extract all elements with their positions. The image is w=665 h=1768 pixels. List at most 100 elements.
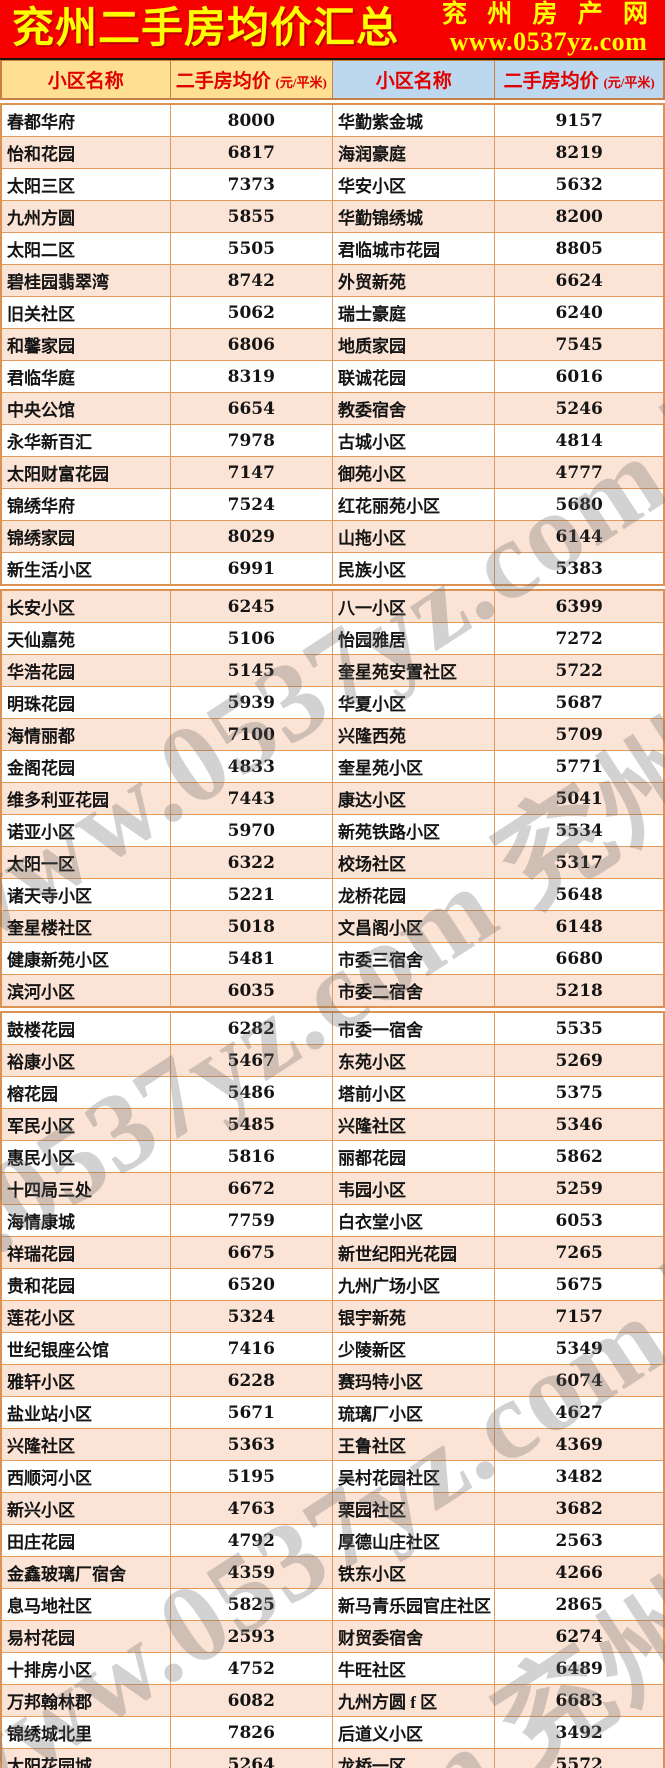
table-row: 长安小区 6245 八一小区 6399	[0, 589, 665, 623]
price-table-section-1: 春都华府 8000 华勤紫金城 9157 怡和花园 6817 海润豪庭 8219 太阳三区 737…	[0, 103, 665, 586]
table-row: 春都华府 8000 华勤紫金城 9157	[0, 103, 665, 137]
community-name: 锦绣城北里	[0, 1716, 171, 1749]
community-name: 碧桂园翡翠湾	[0, 264, 171, 297]
price-value: 5221	[169, 878, 333, 911]
community-name: 世纪银座公馆	[0, 1332, 171, 1365]
community-name: 新兴小区	[0, 1492, 171, 1525]
community-name: 诸天寺小区	[0, 878, 171, 911]
price-value: 5535	[494, 1011, 665, 1045]
community-name: 息马地社区	[0, 1588, 171, 1621]
table-row: 太阳一区 6322 校场社区 5317	[0, 846, 665, 879]
price-value: 5346	[494, 1108, 665, 1141]
price-value: 6991	[169, 552, 333, 586]
price-value: 5939	[169, 686, 333, 719]
table-row: 中央公馆 6654 教委宿舍 5246	[0, 392, 665, 425]
community-name: 海情丽都	[0, 718, 171, 751]
table-row: 十排房小区 4752 牛旺社区 6489	[0, 1652, 665, 1685]
community-name: 太阳财富花园	[0, 456, 171, 489]
community-name: 怡园雅居	[331, 622, 496, 655]
community-name: 金阁花园	[0, 750, 171, 783]
price-value: 7978	[169, 424, 333, 457]
price-value: 2563	[494, 1524, 665, 1557]
community-name: 外贸新苑	[331, 264, 496, 297]
price-value: 5041	[494, 782, 665, 815]
community-name: 教委宿舍	[331, 392, 496, 425]
price-value: 5862	[494, 1140, 665, 1173]
community-name: 御苑小区	[331, 456, 496, 489]
price-value: 8200	[494, 200, 665, 233]
community-name: 王鲁社区	[331, 1428, 496, 1461]
header-label: 二手房均价	[503, 71, 599, 92]
price-value: 6148	[494, 910, 665, 943]
community-name: 榕花园	[0, 1076, 171, 1109]
price-value: 7272	[494, 622, 665, 655]
table-row: 贵和花园 6520 九州广场小区 5675	[0, 1268, 665, 1301]
community-name: 中央公馆	[0, 392, 171, 425]
price-value: 6680	[494, 942, 665, 975]
table-row: 碧桂园翡翠湾 8742 外贸新苑 6624	[0, 264, 665, 297]
price-value: 5970	[169, 814, 333, 847]
community-name: 兴隆社区	[0, 1428, 171, 1461]
table-row: 金鑫玻璃厂宿舍 4359 铁东小区 4266	[0, 1556, 665, 1589]
table-row: 万邦翰林郡 6082 九州方圆 f 区 6683	[0, 1684, 665, 1717]
price-value: 6240	[494, 296, 665, 329]
community-name: 奎星苑小区	[331, 750, 496, 783]
community-name: 少陵新区	[331, 1332, 496, 1365]
price-value: 5106	[169, 622, 333, 655]
price-value: 5687	[494, 686, 665, 719]
price-value: 3492	[494, 1716, 665, 1749]
price-value: 5485	[169, 1108, 333, 1141]
price-value: 5218	[494, 974, 665, 1008]
table-row: 田庄花园 4792 厚德山庄社区 2563	[0, 1524, 665, 1557]
site-block: 兖 州 房 产 网 www.0537yz.com	[442, 1, 655, 55]
price-value: 5486	[169, 1076, 333, 1109]
community-name: 栗园社区	[331, 1492, 496, 1525]
community-name: 丽都花园	[331, 1140, 496, 1173]
community-name: 诺亚小区	[0, 814, 171, 847]
community-name: 康达小区	[331, 782, 496, 815]
community-name: 财贸委宿舍	[331, 1620, 496, 1653]
price-value: 5246	[494, 392, 665, 425]
table-row: 息马地社区 5825 新马青乐园官庄社区 2865	[0, 1588, 665, 1621]
price-value: 5349	[494, 1332, 665, 1365]
header-unit: (元/平米)	[275, 75, 327, 90]
community-name: 吴村花园社区	[331, 1460, 496, 1493]
community-name: 滨河小区	[0, 974, 171, 1008]
table-header-row: 小区名称 二手房均价 (元/平米) 小区名称 二手房均价 (元/平米)	[0, 60, 665, 100]
community-name: 牛旺社区	[331, 1652, 496, 1685]
table-row: 军民小区 5485 兴隆社区 5346	[0, 1108, 665, 1141]
community-name: 鼓楼花园	[0, 1011, 171, 1045]
table-row: 世纪银座公馆 7416 少陵新区 5349	[0, 1332, 665, 1365]
community-name: 塔前小区	[331, 1076, 496, 1109]
community-name: 莲花小区	[0, 1300, 171, 1333]
header-price-left: 二手房均价 (元/平米)	[169, 60, 333, 100]
community-name: 联诚花园	[331, 360, 496, 393]
header-community-name-left: 小区名称	[0, 60, 171, 100]
price-value: 5363	[169, 1428, 333, 1461]
community-name: 君临华庭	[0, 360, 171, 393]
price-value: 6399	[494, 589, 665, 623]
price-value: 8029	[169, 520, 333, 553]
price-value: 5383	[494, 552, 665, 586]
table-row: 旧关社区 5062 瑞士豪庭 6240	[0, 296, 665, 329]
community-name: 兴隆西苑	[331, 718, 496, 751]
price-value: 2865	[494, 1588, 665, 1621]
community-name: 民族小区	[331, 552, 496, 586]
table-row: 九州方圆 5855 华勤锦绣城 8200	[0, 200, 665, 233]
table-row: 君临华庭 8319 联诚花园 6016	[0, 360, 665, 393]
community-name: 白衣堂小区	[331, 1204, 496, 1237]
community-name: 海润豪庭	[331, 136, 496, 169]
community-name: 九州方圆	[0, 200, 171, 233]
table-row: 怡和花园 6817 海润豪庭 8219	[0, 136, 665, 169]
community-name: 健康新苑小区	[0, 942, 171, 975]
price-value: 4359	[169, 1556, 333, 1589]
table-row: 奎星楼社区 5018 文昌阁小区 6148	[0, 910, 665, 943]
community-name: 山拖小区	[331, 520, 496, 553]
price-value: 7373	[169, 168, 333, 201]
price-value: 6035	[169, 974, 333, 1008]
community-name: 维多利亚花园	[0, 782, 171, 815]
price-value: 5722	[494, 654, 665, 687]
table-row: 明珠花园 5939 华夏小区 5687	[0, 686, 665, 719]
price-value: 4752	[169, 1652, 333, 1685]
price-value: 5505	[169, 232, 333, 265]
